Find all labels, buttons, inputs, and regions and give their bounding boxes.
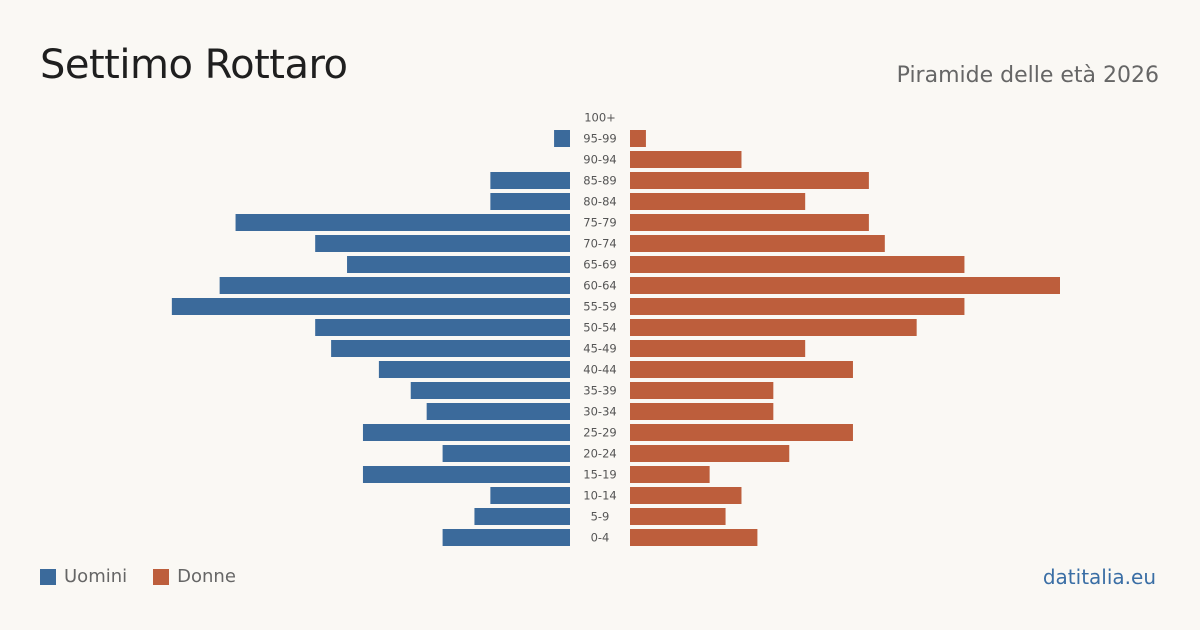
legend-item-women: Donne — [153, 566, 236, 587]
legend-swatch-women — [153, 568, 170, 585]
bar-women-50-54 — [630, 319, 917, 336]
legend-label-women: Donne — [177, 566, 236, 587]
bar-men-0-4 — [442, 529, 570, 546]
bar-men-50-54 — [315, 319, 570, 336]
age-label-30-34: 30-34 — [583, 405, 616, 419]
source-link[interactable]: datitalia.eu — [1042, 565, 1156, 589]
bar-men-60-64 — [219, 277, 570, 294]
age-label-0-4: 0-4 — [591, 531, 610, 545]
age-label-15-19: 15-19 — [583, 468, 616, 482]
age-label-10-14: 10-14 — [583, 489, 616, 503]
bar-women-75-79 — [630, 214, 869, 231]
age-label-70-74: 70-74 — [583, 237, 616, 251]
bar-women-35-39 — [630, 382, 774, 399]
bar-men-20-24 — [442, 445, 570, 462]
bar-men-80-84 — [490, 193, 570, 210]
bar-women-20-24 — [630, 445, 790, 462]
bar-men-85-89 — [490, 172, 570, 189]
bar-men-35-39 — [410, 382, 570, 399]
age-label-35-39: 35-39 — [583, 384, 616, 398]
bar-women-0-4 — [630, 529, 758, 546]
age-label-40-44: 40-44 — [583, 363, 616, 377]
bar-men-30-34 — [426, 403, 570, 420]
bar-men-45-49 — [331, 340, 570, 357]
age-label-45-49: 45-49 — [583, 342, 616, 356]
legend-label-men: Uomini — [64, 566, 128, 587]
bar-men-5-9 — [474, 508, 570, 525]
bar-women-5-9 — [630, 508, 726, 525]
bar-women-55-59 — [630, 298, 965, 315]
bar-women-60-64 — [630, 277, 1060, 294]
age-label-90-94: 90-94 — [583, 153, 616, 167]
age-label-100+: 100+ — [584, 111, 616, 125]
legend: Uomini Donne — [40, 566, 262, 587]
bar-men-55-59 — [171, 298, 570, 315]
bar-women-40-44 — [630, 361, 853, 378]
age-label-50-54: 50-54 — [583, 321, 616, 335]
bar-men-40-44 — [378, 361, 570, 378]
age-label-25-29: 25-29 — [583, 426, 616, 440]
age-label-55-59: 55-59 — [583, 300, 616, 314]
age-label-20-24: 20-24 — [583, 447, 616, 461]
bar-women-45-49 — [630, 340, 806, 357]
bar-men-25-29 — [362, 424, 570, 441]
chart-subtitle: Piramide delle età 2026 — [896, 63, 1159, 88]
bar-women-80-84 — [630, 193, 806, 210]
bar-women-85-89 — [630, 172, 869, 189]
legend-swatch-men — [40, 568, 56, 585]
bar-men-70-74 — [315, 235, 570, 252]
bar-men-65-69 — [347, 256, 570, 273]
age-label-60-64: 60-64 — [583, 279, 616, 293]
bar-men-10-14 — [490, 487, 570, 504]
age-label-65-69: 65-69 — [583, 258, 616, 272]
page-title: Settimo Rottaro — [40, 42, 348, 88]
age-label-5-9: 5-9 — [591, 510, 610, 524]
bar-women-10-14 — [630, 487, 742, 504]
bar-women-25-29 — [630, 424, 853, 441]
bar-men-15-19 — [362, 466, 570, 483]
legend-item-men: Uomini — [40, 566, 127, 587]
bar-women-15-19 — [630, 466, 710, 483]
bar-women-65-69 — [630, 256, 965, 273]
bar-women-70-74 — [630, 235, 885, 252]
bar-women-90-94 — [630, 151, 742, 168]
bar-women-30-34 — [630, 403, 774, 420]
bar-men-95-99 — [554, 130, 570, 147]
age-label-95-99: 95-99 — [583, 132, 616, 146]
age-label-85-89: 85-89 — [583, 174, 616, 188]
age-label-75-79: 75-79 — [583, 216, 616, 230]
bar-men-75-79 — [235, 214, 571, 231]
age-label-80-84: 80-84 — [583, 195, 616, 209]
bar-women-95-99 — [630, 130, 646, 147]
